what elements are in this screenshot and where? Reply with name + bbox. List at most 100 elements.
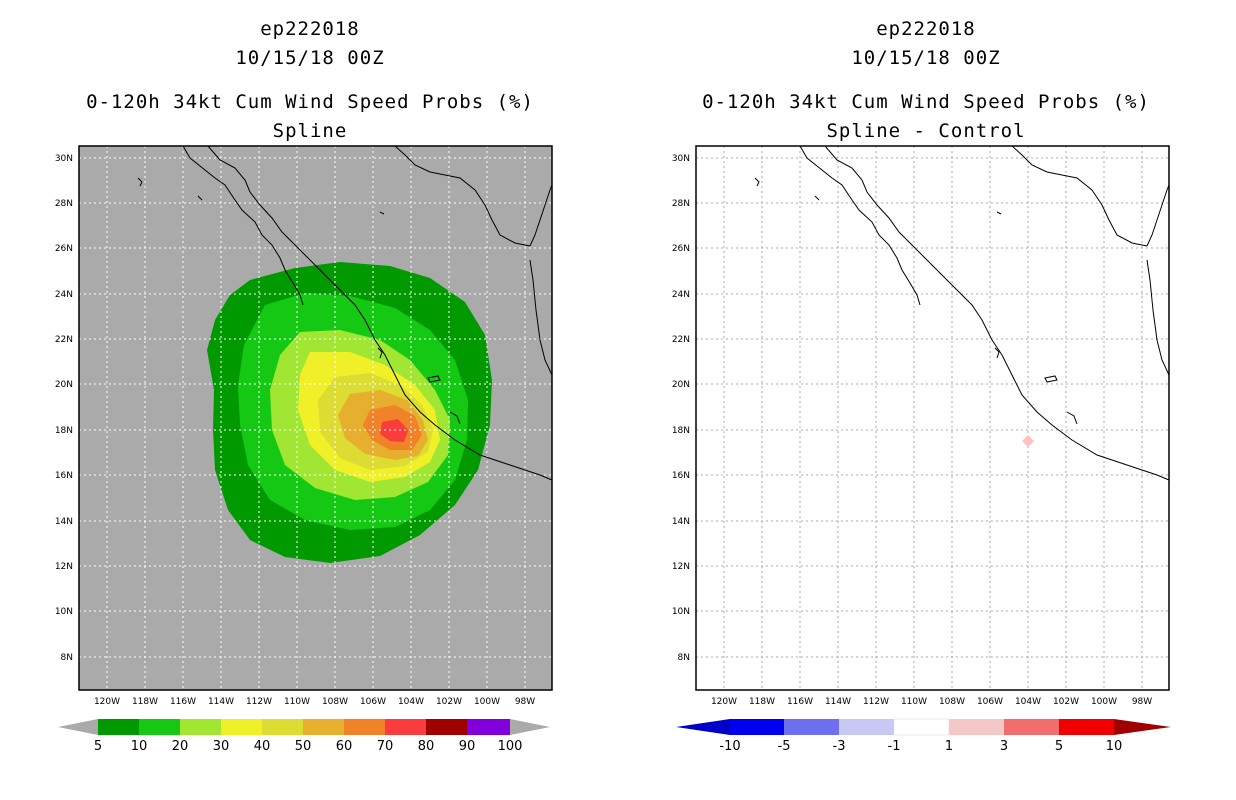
colorbar-bin <box>426 719 467 735</box>
colorbar-bin <box>262 719 303 735</box>
lon-label: 98W <box>515 697 535 707</box>
colorbar-bin <box>385 719 426 735</box>
colorbar-label: -1 <box>888 739 901 754</box>
lon-axis: 120W 118W 116W 114W 112W 110W 108W 106W … <box>711 697 1152 707</box>
lon-label: 104W <box>1015 697 1041 707</box>
coastline <box>137 145 553 481</box>
colorbar-label: 90 <box>459 739 476 754</box>
lat-label: 10N <box>672 607 690 617</box>
map-difference: 30N 28N 26N 24N 22N 20N 18N 16N 14N 12N … <box>672 145 1171 754</box>
init-time: 10/15/18 00Z <box>235 47 385 69</box>
colorbar-bin <box>949 719 1004 735</box>
lon-label: 98W <box>1132 697 1152 707</box>
lat-axis: 30N 28N 26N 24N 22N 20N 18N 16N 14N 12N … <box>55 154 73 663</box>
colorbar-over-arrow <box>1114 719 1171 735</box>
colorbar-bin <box>303 719 344 735</box>
lon-label: 116W <box>787 697 813 707</box>
colorbar-over-arrow <box>510 719 550 735</box>
colorbar-label: 10 <box>1106 739 1123 754</box>
colorbar-bin <box>1004 719 1059 735</box>
colorbar-bin <box>180 719 221 735</box>
lat-label: 12N <box>672 562 690 572</box>
colorbar-bin <box>467 719 510 735</box>
colorbar-bin <box>221 719 262 735</box>
colorbar-label: 20 <box>172 739 189 754</box>
lat-label: 28N <box>55 199 73 209</box>
colorbar-label: 10 <box>131 739 148 754</box>
lat-label: 22N <box>672 335 690 345</box>
lat-label: 26N <box>55 244 73 254</box>
colorbar-label: 5 <box>94 739 102 754</box>
coastline <box>754 145 1170 481</box>
colorbar-label: 60 <box>336 739 353 754</box>
lat-label: 12N <box>55 562 73 572</box>
panel-spline: ep222018 10/15/18 00Z 0-120h 34kt Cum Wi… <box>10 0 610 800</box>
lon-label: 112W <box>863 697 889 707</box>
lon-label: 110W <box>901 697 927 707</box>
colorbar-label: 30 <box>213 739 230 754</box>
lon-label: 102W <box>1053 697 1079 707</box>
lat-label: 26N <box>672 244 690 254</box>
lat-label: 22N <box>55 335 73 345</box>
colorbar-bin <box>784 719 839 735</box>
lat-label: 20N <box>55 380 73 390</box>
colorbar-spline: 5 10 20 30 40 50 60 70 80 90 100 <box>58 719 550 754</box>
lon-label: 120W <box>94 697 120 707</box>
diff-positive-blob <box>1022 435 1034 447</box>
colorbar-under-arrow <box>58 719 98 735</box>
colorbar-label: 70 <box>377 739 394 754</box>
lon-label: 114W <box>825 697 851 707</box>
colorbar-label: 5 <box>1055 739 1063 754</box>
colorbar-bin <box>1059 719 1114 735</box>
panel-spline-minus-control: ep222018 10/15/18 00Z 0-120h 34kt Cum Wi… <box>626 0 1226 800</box>
colorbar-bin <box>893 718 950 736</box>
colorbar-label: 3 <box>1000 739 1008 754</box>
colorbar-bin <box>839 719 894 735</box>
map-background <box>696 146 1169 690</box>
colorbar-label: 40 <box>254 739 271 754</box>
colorbar-under-arrow <box>676 719 730 735</box>
prob-swaths <box>207 262 492 563</box>
lat-label: 16N <box>55 471 73 481</box>
colorbar-bin <box>344 719 385 735</box>
lat-label: 24N <box>55 290 73 300</box>
colorbar-label: 100 <box>498 739 523 754</box>
lat-label: 30N <box>55 154 73 164</box>
lon-label: 108W <box>322 697 348 707</box>
lat-label: 18N <box>55 426 73 436</box>
colorbar-bin <box>139 719 180 735</box>
storm-id: ep222018 <box>260 18 360 40</box>
lon-label: 110W <box>284 697 310 707</box>
lat-label: 14N <box>55 517 73 527</box>
lon-label: 116W <box>170 697 196 707</box>
colorbar-bin <box>730 719 784 735</box>
lon-label: 104W <box>398 697 424 707</box>
lat-label: 18N <box>672 426 690 436</box>
colorbar-label: -5 <box>778 739 791 754</box>
lat-label: 30N <box>672 154 690 164</box>
colorbar-label: 80 <box>418 739 435 754</box>
lon-label: 102W <box>436 697 462 707</box>
lon-axis: 120W 118W 116W 114W 112W 110W 108W 106W … <box>94 697 535 707</box>
colorbar-label: -10 <box>719 739 740 754</box>
lat-label: 20N <box>672 380 690 390</box>
lat-label: 14N <box>672 517 690 527</box>
lat-label: 10N <box>55 607 73 617</box>
lon-label: 106W <box>977 697 1003 707</box>
map-grid <box>696 146 1169 690</box>
map-frame <box>78 145 553 691</box>
map-frame <box>695 145 1170 691</box>
lon-label: 118W <box>749 697 775 707</box>
lon-label: 118W <box>132 697 158 707</box>
lat-label: 16N <box>672 471 690 481</box>
lat-label: 24N <box>672 290 690 300</box>
init-time: 10/15/18 00Z <box>851 47 1001 69</box>
lon-label: 108W <box>939 697 965 707</box>
plot-subtitle: Spline <box>272 120 348 142</box>
colorbar-label: 1 <box>945 739 953 754</box>
plot-title: 0-120h 34kt Cum Wind Speed Probs (%) <box>702 91 1150 113</box>
lat-label: 8N <box>678 653 690 663</box>
lon-label: 120W <box>711 697 737 707</box>
colorbar-label: -3 <box>833 739 846 754</box>
lat-label: 8N <box>61 653 73 663</box>
